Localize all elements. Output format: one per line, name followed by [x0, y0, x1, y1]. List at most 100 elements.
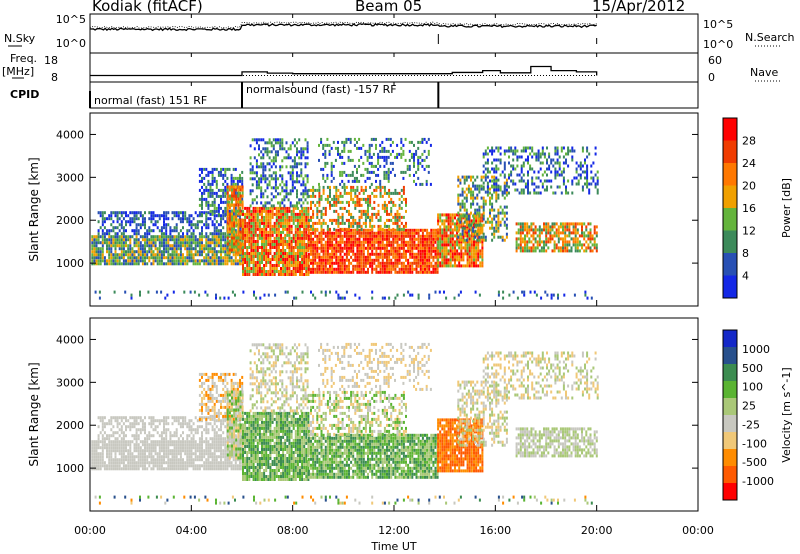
power-cell	[451, 258, 454, 262]
power-cell	[120, 256, 123, 260]
power-cell	[415, 267, 418, 271]
power-cell	[312, 237, 315, 241]
power-cell	[379, 237, 382, 241]
power-cell	[144, 211, 146, 215]
power-cell	[267, 236, 270, 240]
power-cell	[388, 243, 391, 247]
power-cell	[367, 203, 369, 207]
power-cell	[284, 209, 287, 213]
power-cell	[550, 158, 553, 162]
power-cell	[167, 244, 170, 248]
power-cell	[256, 240, 259, 243]
power-cell	[179, 217, 182, 221]
power-cell	[190, 214, 193, 218]
power-cell	[524, 237, 526, 241]
power-cell	[461, 190, 464, 194]
power-cell	[387, 137, 390, 141]
power-cell	[261, 236, 263, 240]
power-cell	[280, 212, 282, 216]
power-cell	[231, 236, 233, 240]
power-cell	[478, 190, 481, 194]
power-cell	[371, 224, 374, 228]
power-cell	[449, 243, 452, 247]
power-cell	[335, 258, 338, 262]
power-cell	[301, 230, 304, 234]
power-cell	[261, 221, 263, 225]
power-cell	[290, 218, 293, 222]
power-cell	[407, 246, 410, 250]
power-cell	[343, 143, 346, 147]
power-cell	[196, 238, 199, 242]
power-cell	[137, 259, 140, 263]
power-cell	[286, 218, 289, 222]
power-cell	[589, 240, 592, 244]
power-cell	[565, 161, 567, 165]
power-cell	[152, 229, 155, 233]
power-cell	[246, 261, 249, 264]
power-cell	[203, 247, 206, 251]
power-cell	[590, 170, 593, 174]
power-cell	[241, 206, 244, 210]
power-cell	[470, 246, 473, 250]
power-cell	[231, 221, 233, 225]
power-cell	[432, 255, 435, 259]
power-cell	[196, 223, 199, 227]
power-cell	[158, 262, 161, 266]
power-cell	[242, 243, 244, 246]
power-cell	[284, 233, 287, 237]
power-cell	[568, 228, 571, 232]
power-cell	[579, 161, 582, 165]
power-cell	[188, 238, 191, 242]
power-cell	[300, 183, 303, 187]
power-cell	[505, 235, 508, 239]
power-cell	[254, 273, 257, 276]
power-cell	[310, 218, 312, 222]
power-cell	[354, 267, 357, 271]
power-cell	[341, 255, 344, 259]
power-cell	[479, 240, 482, 244]
power-cell	[125, 238, 127, 242]
power-cell	[205, 211, 208, 215]
power-cell	[131, 217, 134, 221]
power-cell	[333, 209, 336, 213]
power-cell	[333, 261, 336, 265]
power-cell	[358, 191, 361, 195]
power-cell	[156, 262, 159, 266]
power-cell	[358, 264, 361, 268]
power-cell	[339, 206, 342, 210]
power-cell	[190, 244, 193, 248]
power-cell	[335, 261, 338, 265]
power-cell	[129, 256, 132, 260]
power-cell	[129, 217, 132, 221]
power-cell	[515, 249, 518, 253]
power-cell	[273, 270, 276, 273]
power-cell	[228, 188, 231, 192]
power-cell	[277, 141, 279, 145]
power-cell	[538, 243, 541, 247]
power-cell	[392, 203, 395, 207]
power-cell	[231, 239, 233, 243]
power-cell	[373, 261, 376, 265]
power-cell	[237, 194, 240, 198]
power-cell	[188, 241, 191, 245]
power-cell	[302, 177, 305, 181]
power-cell	[280, 240, 282, 243]
power-cell	[306, 162, 309, 166]
power-cell	[93, 235, 96, 239]
power-cell	[415, 246, 418, 250]
power-cell	[381, 140, 384, 144]
power-cell	[343, 261, 346, 265]
power-cell	[461, 187, 464, 191]
power-cell	[593, 240, 596, 244]
power-cell	[312, 243, 315, 247]
power-cell	[551, 225, 554, 229]
power-cell	[207, 226, 210, 230]
power-cell	[486, 170, 489, 174]
power-cell	[190, 238, 193, 242]
power-cell	[160, 262, 163, 266]
power-cell	[497, 290, 500, 294]
power-cell	[314, 243, 317, 247]
power-cell	[254, 227, 257, 231]
power-cell	[222, 167, 225, 171]
power-cell	[547, 228, 550, 232]
